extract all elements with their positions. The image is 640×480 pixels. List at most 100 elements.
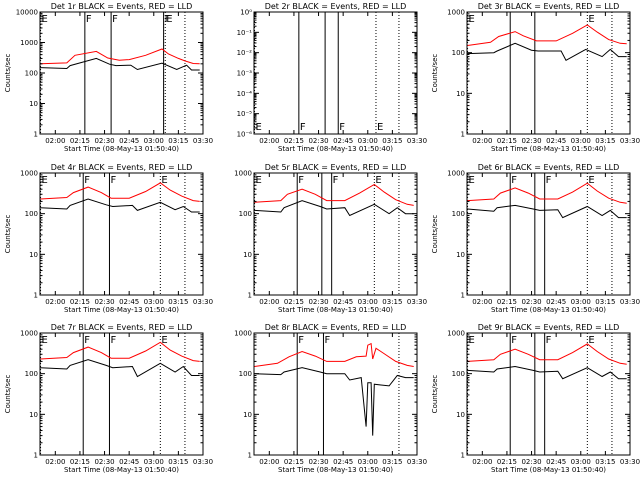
x-tick-label: 02:30 — [521, 458, 541, 466]
x-tick-label: 02:00 — [45, 458, 65, 466]
y-tick-label: 10 — [456, 251, 465, 259]
x-tick-label: 02:30 — [94, 137, 114, 145]
x-tick-label: 03:15 — [168, 458, 188, 466]
x-tick-label: 03:30 — [620, 137, 640, 145]
marker-label: F — [546, 175, 552, 186]
x-tick-label: 03:30 — [620, 458, 640, 466]
x-tick-label: 03:30 — [193, 458, 213, 466]
y-tick-label: 1000 — [20, 39, 38, 47]
panel-title: Det 8r BLACK = Events, RED = LLD — [265, 323, 407, 332]
panel-title: Det 5r BLACK = Events, RED = LLD — [265, 163, 407, 172]
x-tick-label: 02:45 — [119, 137, 139, 145]
y-tick-label: 1000 — [447, 170, 465, 178]
x-tick-label: 03:00 — [358, 137, 378, 145]
y-tick-label: 100 — [239, 370, 252, 378]
y-tick-label: 10 — [243, 411, 252, 419]
x-tick-label: 02:30 — [94, 458, 114, 466]
y-tick-label: 10 — [243, 251, 252, 259]
plot-area — [40, 333, 200, 455]
x-tick-label: 02:00 — [472, 298, 492, 306]
y-tick-label: 1 — [248, 292, 252, 300]
panel-det-2: Det 2r BLACK = Events, RED = LLD E F F E 02:0… — [237, 2, 428, 153]
y-axis-label: Counts/sec — [4, 215, 12, 254]
x-tick-label: 02:30 — [308, 137, 328, 145]
lld-rate-line — [467, 343, 627, 365]
plot-area — [467, 333, 627, 455]
x-axis-label: Start Time (08-May-13 01:50:40) — [278, 466, 393, 474]
marker-label: F — [165, 14, 171, 25]
lld-rate-line — [467, 24, 627, 46]
event-rate-line — [467, 204, 627, 219]
x-tick-label: 02:00 — [259, 298, 279, 306]
marker-label: F — [333, 175, 339, 186]
marker-label: E — [469, 14, 475, 25]
y-tick-label: 10000 — [16, 9, 38, 17]
x-tick-label: 03:30 — [193, 298, 213, 306]
x-tick-label: 02:00 — [472, 137, 492, 145]
panel-title: Det 4r BLACK = Events, RED = LLD — [51, 163, 193, 172]
plot-frame — [466, 11, 631, 135]
x-tick-label: 02:00 — [45, 298, 65, 306]
marker-label: F — [86, 14, 92, 25]
plot-frame — [466, 332, 631, 456]
x-tick-label: 02:45 — [333, 458, 353, 466]
x-tick-label: 02:30 — [521, 298, 541, 306]
marker-label: F — [298, 335, 304, 346]
lld-rate-line — [254, 342, 414, 367]
x-tick-label: 03:00 — [144, 298, 164, 306]
panel-title: Det 6r BLACK = Events, RED = LLD — [478, 163, 620, 172]
y-tick-label: 1 — [461, 452, 465, 460]
marker-label: F — [511, 335, 517, 346]
event-rate-line — [40, 57, 200, 71]
plot-frame — [253, 172, 418, 296]
x-tick-label: 02:45 — [333, 137, 353, 145]
x-axis-label: Start Time (08-May-13 01:50:40) — [278, 145, 393, 153]
plot-area — [254, 173, 414, 295]
y-tick-label: 1000 — [234, 330, 252, 338]
marker-label: E — [469, 175, 475, 186]
y-axis-label: Counts/sec — [431, 215, 439, 254]
event-rate-line — [40, 359, 200, 378]
y-tick-label: 10⁻⁶ — [237, 131, 253, 139]
x-tick-label: 03:00 — [571, 137, 591, 145]
x-tick-label: 02:15 — [70, 137, 90, 145]
y-tick-label: 100 — [25, 70, 38, 78]
x-tick-label: 03:00 — [571, 458, 591, 466]
x-tick-label: 02:45 — [119, 298, 139, 306]
y-tick-label: 1000 — [20, 170, 38, 178]
x-tick-label: 03:30 — [407, 458, 427, 466]
x-axis-label: Start Time (08-May-13 01:50:40) — [491, 306, 606, 314]
x-tick-label: 02:00 — [45, 137, 65, 145]
x-tick-label: 03:15 — [382, 458, 402, 466]
y-tick-label: 1000 — [20, 330, 38, 338]
y-tick-label: 10 — [29, 251, 38, 259]
y-tick-label: 10⁻² — [237, 49, 253, 57]
marker-label: E — [377, 122, 383, 133]
plot-area — [467, 12, 627, 134]
y-tick-label: 10 — [29, 411, 38, 419]
plot-area — [254, 333, 414, 455]
x-tick-label: 03:30 — [193, 137, 213, 145]
y-tick-label: 1000 — [447, 330, 465, 338]
event-rate-line — [254, 367, 414, 436]
y-tick-label: 100 — [239, 210, 252, 218]
y-axis-label: Counts/sec — [431, 375, 439, 414]
plot-frame — [39, 172, 204, 296]
y-tick-label: 100 — [452, 370, 465, 378]
x-tick-label: 02:45 — [119, 458, 139, 466]
lld-rate-line — [40, 341, 200, 362]
marker-label: F — [546, 335, 552, 346]
marker-label: F — [84, 175, 90, 186]
x-tick-label: 03:15 — [595, 298, 615, 306]
marker-label: E — [588, 175, 594, 186]
y-tick-label: 10 — [456, 411, 465, 419]
x-tick-label: 03:00 — [144, 458, 164, 466]
y-tick-label: 1 — [34, 131, 38, 139]
x-tick-label: 02:15 — [284, 458, 304, 466]
event-rate-line — [40, 198, 200, 213]
x-axis-label: Start Time (08-May-13 01:50:40) — [491, 145, 606, 153]
y-tick-label: 10 — [29, 100, 38, 108]
y-tick-label: 10⁻⁴ — [237, 90, 253, 98]
